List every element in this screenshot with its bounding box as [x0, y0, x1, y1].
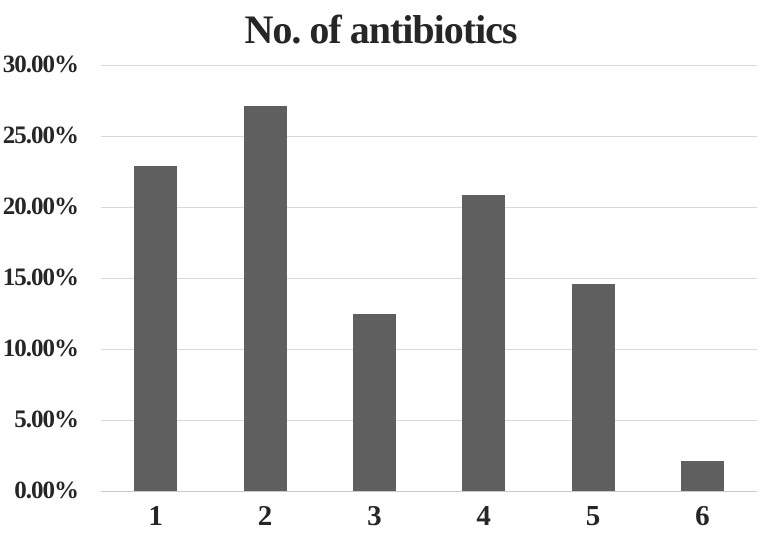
- bar-category-4: [462, 195, 506, 491]
- x-tick-label-2: 2: [257, 500, 273, 532]
- y-tick-label-15.00%: 15.00%: [2, 264, 79, 291]
- bar-category-1: [134, 165, 178, 491]
- x-tick-label-1: 1: [148, 500, 163, 532]
- y-tick-label-25.00%: 25.00%: [2, 122, 79, 149]
- bar-category-2: [243, 106, 287, 491]
- x-tick-label-3: 3: [367, 500, 382, 532]
- chart-title: No. of antibiotics: [244, 7, 518, 52]
- x-tick-label-6: 6: [695, 500, 710, 532]
- bar-category-6: [680, 461, 724, 491]
- y-tick-label-30.00%: 30.00%: [2, 51, 79, 78]
- x-tick-label-5: 5: [585, 500, 601, 532]
- gridline: [101, 419, 757, 421]
- bar-category-5: [571, 283, 615, 491]
- plot-area: [101, 64, 757, 492]
- x-tick-label-4: 4: [476, 500, 491, 532]
- y-tick-label-20.00%: 20.00%: [2, 193, 79, 220]
- gridline: [101, 206, 757, 208]
- bar-category-3: [352, 313, 396, 491]
- gridline: [101, 64, 757, 66]
- y-tick-label-0.00%: 0.00%: [14, 477, 79, 504]
- gridline: [101, 277, 757, 279]
- y-axis: 0.00% 5.00% 10.00% 15.00% 20.00% 25.00% 30.00%: [0, 0, 79, 540]
- y-tick-label-10.00%: 10.00%: [2, 335, 79, 362]
- gridline: [101, 348, 757, 350]
- y-tick-label-5.00%: 5.00%: [14, 406, 79, 433]
- gridline: [101, 135, 757, 137]
- x-axis-line: [101, 490, 757, 492]
- x-axis: 1 2 3 4 5 6: [101, 500, 757, 538]
